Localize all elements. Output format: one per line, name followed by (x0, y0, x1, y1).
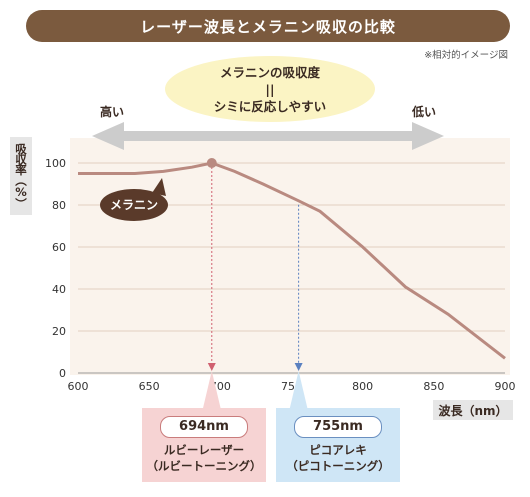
melanin-curve (78, 161, 506, 360)
y-tick-label: 20 (52, 325, 66, 338)
note-text: ※相対的イメージ図 (424, 50, 508, 61)
ruby-wavelength: 694nm (160, 416, 248, 438)
marker-connector (202, 371, 221, 409)
x-tick-label: 650 (139, 380, 160, 393)
melanin-label: メラニン (110, 198, 158, 212)
absorption-bubble: メラニンの吸収度 || シミに反応しやすい (165, 56, 375, 122)
high-label: 高い (100, 105, 125, 119)
x-tick-label: 800 (352, 380, 373, 393)
double-arrow (92, 122, 444, 150)
bubble-line-1: メラニンの吸収度 (219, 65, 320, 80)
pico-sub: （ピコトーニング） (286, 459, 390, 473)
y-tick-label: 40 (52, 283, 66, 296)
peak-point (206, 158, 217, 168)
y-axis-label: 吸収率（%） (10, 137, 32, 215)
marker-arrowhead (294, 363, 303, 371)
x-tick-label: 600 (68, 380, 89, 393)
y-tick-label: 60 (52, 241, 66, 254)
y-tick-label: 80 (52, 199, 66, 212)
ruby-sub: （ルビートーニング） (146, 459, 262, 473)
pico-alex-box: 755nm ピコアレキ （ピコトーニング） (276, 408, 400, 482)
ruby-name: ルビーレーザー (163, 443, 245, 457)
x-axis-label: 波長（nm） (433, 400, 513, 420)
wavelength-markers (202, 167, 308, 409)
marker-connector (289, 371, 308, 409)
grid-lines (78, 162, 505, 332)
x-tick-label: 850 (423, 380, 444, 393)
y-tick-label: 0 (59, 367, 66, 380)
chart-title: レーザー波長とメラニン吸収の比較 (26, 10, 510, 42)
bubble-line-3: シミに反応しやすい (213, 98, 327, 114)
bubble-line-2: || (265, 81, 275, 97)
x-tick-label: 900 (495, 380, 516, 393)
low-label: 低い (412, 105, 437, 119)
y-tick-label: 100 (45, 157, 66, 170)
melanin-label-pointer (152, 178, 166, 196)
plot-background (70, 138, 510, 375)
ruby-laser-box: 694nm ルビーレーザー （ルビートーニング） (142, 408, 266, 482)
pico-name: ピコアレキ (309, 443, 367, 457)
marker-arrowhead (207, 363, 216, 371)
pico-wavelength: 755nm (294, 416, 382, 438)
melanin-label-bg (100, 189, 168, 221)
